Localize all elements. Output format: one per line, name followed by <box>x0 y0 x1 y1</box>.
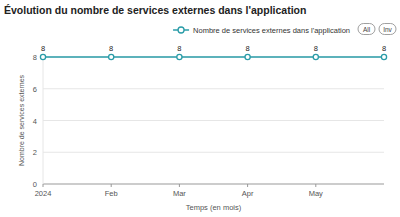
legend-marker <box>178 27 184 33</box>
x-tick-label: Feb <box>105 189 118 198</box>
x-tick-label: May <box>309 189 323 198</box>
x-tick <box>111 184 112 187</box>
x-tick-label: Mar <box>173 189 186 198</box>
legend-label: Nombre de services externes dans l'appli… <box>193 26 350 35</box>
x-tick <box>179 184 180 187</box>
x-axis <box>43 184 384 185</box>
y-tick-label: 6 <box>33 85 37 94</box>
y-tick-label: 0 <box>33 180 37 189</box>
data-label: 8 <box>41 44 45 53</box>
x-tick <box>247 184 248 187</box>
y-tick-label: 2 <box>33 148 37 157</box>
data-label: 8 <box>382 44 386 53</box>
button-label[interactable]: All <box>363 26 371 33</box>
grid-line <box>43 152 384 153</box>
point <box>40 54 45 59</box>
plot-area <box>40 54 386 59</box>
data-label: 8 <box>314 44 318 53</box>
chart: Évolution du nombre de services externes… <box>0 0 400 217</box>
title: Évolution du nombre de services externes… <box>4 4 306 16</box>
point <box>109 54 114 59</box>
x-tick-label: Apr <box>242 189 254 198</box>
data-label: 8 <box>109 44 113 53</box>
button-label[interactable]: Inv <box>383 26 392 33</box>
x-tick <box>315 184 316 187</box>
point <box>381 54 386 59</box>
data-label: 8 <box>177 44 181 53</box>
x-tick-label: 2024 <box>35 189 52 198</box>
grid-line <box>43 57 384 58</box>
grid-line <box>43 120 384 121</box>
y-tick-label: 4 <box>33 117 37 126</box>
point <box>245 54 250 59</box>
grid-line <box>43 88 384 89</box>
button[interactable] <box>358 24 375 35</box>
button[interactable] <box>379 24 396 35</box>
x-axis-label: Temps (en mois) <box>186 203 242 212</box>
y-tick-label: 8 <box>33 53 37 62</box>
data-label: 8 <box>246 44 250 53</box>
y-axis <box>43 57 44 184</box>
x-tick <box>43 184 44 187</box>
point <box>177 54 182 59</box>
y-axis-label: Nombre de services externes <box>18 74 25 166</box>
series-line <box>43 56 384 58</box>
point <box>313 54 318 59</box>
